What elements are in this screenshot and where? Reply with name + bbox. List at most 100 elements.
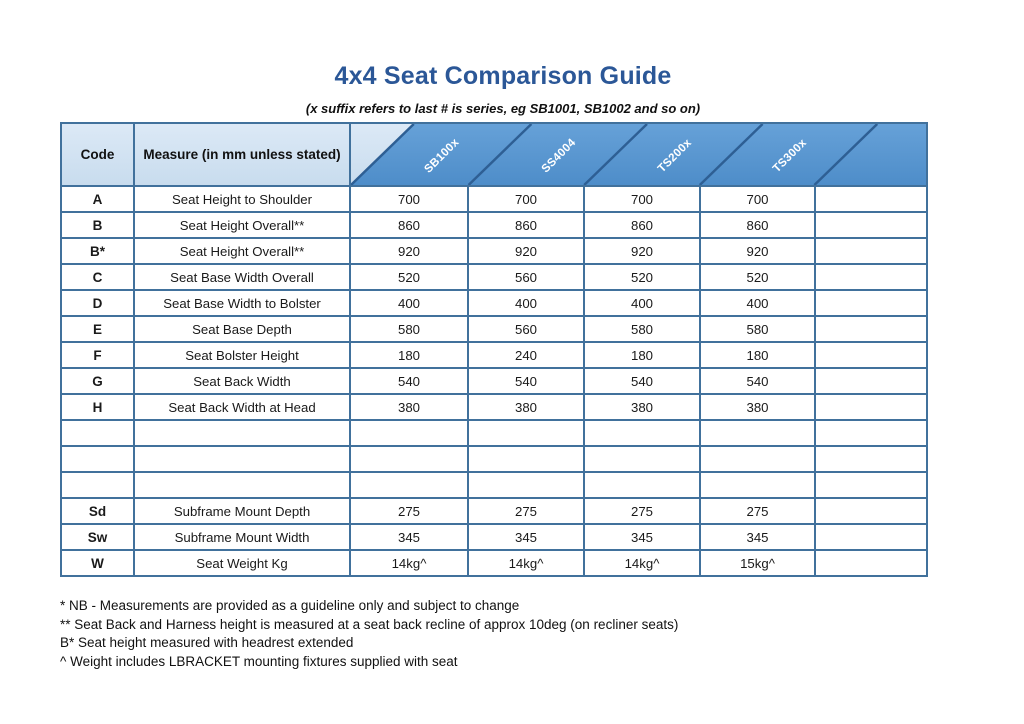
row-code: G (60, 367, 135, 395)
row-code: H (60, 393, 135, 421)
row-value: 540 (349, 367, 469, 395)
footnote: ^ Weight includes LBRACKET mounting fixt… (60, 653, 458, 669)
row-value (583, 471, 701, 499)
row-value: 275 (583, 497, 701, 525)
row-value: 345 (583, 523, 701, 551)
row-code: Sw (60, 523, 135, 551)
row-measure: Seat Base Depth (133, 315, 351, 343)
row-code: C (60, 263, 135, 291)
row-value: 345 (467, 523, 585, 551)
table-row: A Seat Height to Shoulder 700 700 700 700 (60, 185, 929, 213)
row-value: 920 (349, 237, 469, 265)
row-value: 15kg^ (699, 549, 816, 577)
row-value (813, 185, 929, 213)
row-value: 380 (467, 393, 585, 421)
row-value: 14kg^ (349, 549, 469, 577)
comparison-table: Code Measure (in mm unless stated) (60, 122, 929, 577)
row-value: 700 (467, 185, 585, 213)
row-measure: Seat Height to Shoulder (133, 185, 351, 213)
row-value: 860 (583, 211, 701, 239)
row-value: 275 (467, 497, 585, 525)
row-value (813, 523, 929, 551)
row-measure: Seat Back Width (133, 367, 351, 395)
row-value: 14kg^ (467, 549, 585, 577)
measure-column-header: Measure (in mm unless stated) (133, 122, 351, 187)
table-row: Sd Subframe Mount Depth 275 275 275 275 (60, 497, 929, 525)
row-measure: Seat Bolster Height (133, 341, 351, 369)
row-code: B (60, 211, 135, 239)
row-value (349, 471, 469, 499)
row-code: F (60, 341, 135, 369)
row-measure: Seat Base Width Overall (133, 263, 351, 291)
row-measure: Subframe Mount Width (133, 523, 351, 551)
table-row: G Seat Back Width 540 540 540 540 (60, 367, 929, 395)
row-value (813, 549, 929, 577)
row-value (467, 471, 585, 499)
row-value: 380 (349, 393, 469, 421)
row-value (467, 419, 585, 447)
row-value (813, 263, 929, 291)
row-value: 275 (349, 497, 469, 525)
row-value (813, 315, 929, 343)
row-value: 700 (349, 185, 469, 213)
row-code (60, 471, 135, 499)
table-row (60, 471, 929, 499)
row-measure: Seat Weight Kg (133, 549, 351, 577)
table-row (60, 419, 929, 447)
table-row: F Seat Bolster Height 180 240 180 180 (60, 341, 929, 369)
row-value: 580 (583, 315, 701, 343)
row-value: 520 (699, 263, 816, 291)
row-value: 400 (699, 289, 816, 317)
row-code: Sd (60, 497, 135, 525)
footnotes: * NB - Measurements are provided as a gu… (60, 597, 820, 671)
table-row: B Seat Height Overall** 860 860 860 860 (60, 211, 929, 239)
row-value (813, 367, 929, 395)
table-row (60, 445, 929, 473)
row-code: B* (60, 237, 135, 265)
row-measure: Seat Back Width at Head (133, 393, 351, 421)
row-value: 400 (349, 289, 469, 317)
row-value: 860 (349, 211, 469, 239)
row-value: 540 (583, 367, 701, 395)
row-value: 180 (349, 341, 469, 369)
row-value (583, 419, 701, 447)
row-value (813, 289, 929, 317)
row-value (467, 445, 585, 473)
row-code (60, 419, 135, 447)
row-value: 180 (699, 341, 816, 369)
row-value: 920 (699, 237, 816, 265)
row-value: 400 (467, 289, 585, 317)
row-value: 345 (349, 523, 469, 551)
row-value (813, 497, 929, 525)
row-value (813, 211, 929, 239)
footnote: B* Seat height measured with headrest ex… (60, 635, 354, 651)
row-measure: Subframe Mount Depth (133, 497, 351, 525)
row-measure (133, 445, 351, 473)
row-value (349, 419, 469, 447)
row-value: 14kg^ (583, 549, 701, 577)
row-value: 540 (699, 367, 816, 395)
row-value (813, 471, 929, 499)
table-row: E Seat Base Depth 580 560 580 580 (60, 315, 929, 343)
row-measure (133, 419, 351, 447)
diagonal-header-graphic (352, 125, 926, 184)
row-value: 860 (699, 211, 816, 239)
row-code: A (60, 185, 135, 213)
row-value: 920 (467, 237, 585, 265)
comparison-table-wrap: Code Measure (in mm unless stated) (60, 122, 929, 577)
row-value: 345 (699, 523, 816, 551)
row-value (813, 237, 929, 265)
table-row: C Seat Base Width Overall 520 560 520 520 (60, 263, 929, 291)
row-measure (133, 471, 351, 499)
row-value: 520 (583, 263, 701, 291)
code-column-header: Code (60, 122, 135, 187)
table-row: W Seat Weight Kg 14kg^ 14kg^ 14kg^ 15kg^ (60, 549, 929, 577)
row-measure: Seat Base Width to Bolster (133, 289, 351, 317)
footnote: ** Seat Back and Harness height is measu… (60, 616, 679, 632)
row-value: 560 (467, 263, 585, 291)
row-value: 860 (467, 211, 585, 239)
table-row: Sw Subframe Mount Width 345 345 345 345 (60, 523, 929, 551)
row-measure: Seat Height Overall** (133, 237, 351, 265)
row-value: 380 (583, 393, 701, 421)
table-header-row: Code Measure (in mm unless stated) (60, 122, 929, 187)
